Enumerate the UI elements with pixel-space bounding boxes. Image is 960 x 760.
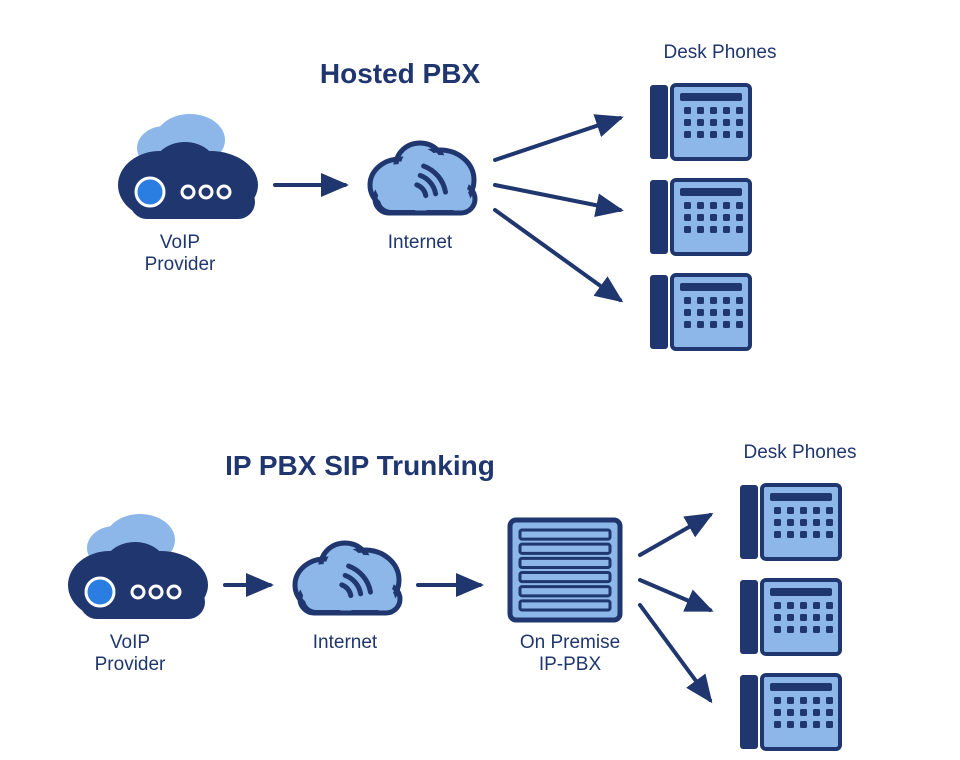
internet-label-2: Internet [275,632,415,654]
voip-label-1: VoIP Provider [100,232,260,276]
phones-title-1: Desk Phones [610,42,830,64]
server-label: On Premise IP-PBX [480,632,660,676]
phones-title-2: Desk Phones [690,442,910,464]
section2-title: IP PBX SIP Trunking [160,450,560,482]
internet-label-1: Internet [350,232,490,254]
diagram-canvas: Hosted PBX VoIP Provider Internet Desk P… [0,0,960,760]
voip-label-2: VoIP Provider [50,632,210,676]
section1-title: Hosted PBX [270,58,530,90]
